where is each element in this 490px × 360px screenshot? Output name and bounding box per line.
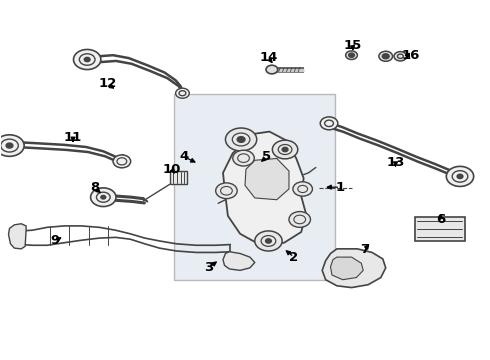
Circle shape bbox=[282, 147, 288, 152]
Text: 5: 5 bbox=[263, 150, 271, 163]
Circle shape bbox=[233, 150, 254, 166]
Circle shape bbox=[320, 117, 338, 130]
Circle shape bbox=[101, 195, 106, 199]
Circle shape bbox=[394, 51, 407, 61]
Bar bbox=[174, 94, 335, 280]
Circle shape bbox=[348, 53, 354, 57]
Polygon shape bbox=[223, 252, 255, 270]
Polygon shape bbox=[322, 249, 386, 288]
Circle shape bbox=[266, 239, 271, 243]
Circle shape bbox=[84, 57, 90, 62]
Text: 9: 9 bbox=[51, 234, 60, 247]
Circle shape bbox=[6, 143, 13, 148]
Circle shape bbox=[113, 155, 131, 168]
Polygon shape bbox=[8, 224, 26, 249]
Polygon shape bbox=[415, 217, 465, 241]
Circle shape bbox=[91, 188, 116, 207]
Circle shape bbox=[74, 49, 101, 69]
Text: 10: 10 bbox=[163, 163, 181, 176]
Text: 6: 6 bbox=[436, 213, 445, 226]
Text: 7: 7 bbox=[360, 243, 369, 256]
Text: 4: 4 bbox=[179, 150, 189, 163]
Circle shape bbox=[457, 174, 463, 179]
Circle shape bbox=[225, 128, 257, 151]
Polygon shape bbox=[331, 257, 363, 280]
Circle shape bbox=[379, 51, 392, 61]
Text: 15: 15 bbox=[343, 39, 362, 52]
Circle shape bbox=[175, 88, 189, 98]
Circle shape bbox=[345, 51, 357, 59]
Polygon shape bbox=[170, 171, 187, 184]
Circle shape bbox=[382, 54, 389, 59]
Circle shape bbox=[237, 136, 245, 142]
Circle shape bbox=[255, 231, 282, 251]
Circle shape bbox=[293, 182, 313, 196]
Circle shape bbox=[289, 212, 311, 227]
Text: 11: 11 bbox=[64, 131, 82, 144]
Text: 14: 14 bbox=[259, 51, 278, 64]
Circle shape bbox=[446, 166, 474, 186]
Text: 12: 12 bbox=[98, 77, 116, 90]
Circle shape bbox=[272, 140, 298, 159]
Text: 13: 13 bbox=[386, 156, 405, 169]
Circle shape bbox=[0, 135, 24, 156]
Text: 1: 1 bbox=[336, 181, 345, 194]
Text: 3: 3 bbox=[204, 261, 213, 274]
Text: 8: 8 bbox=[90, 181, 99, 194]
Circle shape bbox=[266, 65, 278, 74]
Text: 2: 2 bbox=[289, 251, 298, 264]
Polygon shape bbox=[245, 158, 289, 200]
Polygon shape bbox=[223, 132, 306, 244]
Circle shape bbox=[216, 183, 237, 199]
Text: 16: 16 bbox=[402, 49, 420, 62]
